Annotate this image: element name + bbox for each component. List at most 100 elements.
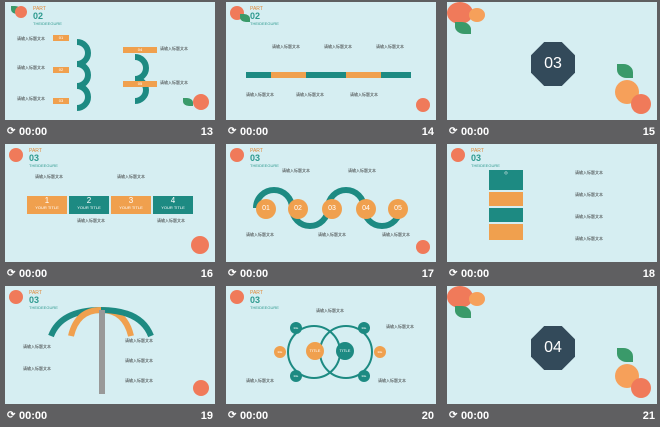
slide-footer: ⟳ 00:00 19 (5, 407, 215, 427)
slide-preview: PART 03 THEIDEEGURE 1 YOUR TITLE 2 YOUR TI… (5, 144, 215, 262)
title-text: 请输入标题文本 (575, 236, 603, 241)
slide-footer: ⟳ 00:00 18 (447, 265, 657, 285)
slide-preview: PART 02 THEIDEEGURE 请输入标题文本 请输入标题文本 请输入标… (226, 2, 436, 120)
slide-footer: ⟳ 00:00 16 (5, 265, 215, 285)
title-text: 请输入标题文本 (282, 168, 310, 173)
slide-number: 16 (200, 268, 213, 280)
clock-icon: ⟳ (228, 126, 237, 137)
section-badge: 03 (531, 42, 575, 86)
part-header: PART 03 THEIDEEGURE (29, 290, 58, 310)
clock-icon: ⟳ (449, 268, 458, 279)
title-text: 请输入标题文本 (350, 92, 378, 97)
title-text: 请输入标题文本 (316, 308, 344, 313)
slide-number: 21 (642, 410, 655, 422)
slide-footer: ⟳ 00:00 15 (447, 123, 657, 143)
label-01: 01 (53, 35, 69, 41)
title-text: 请输入标题文本 (296, 92, 324, 97)
slide-preview: 03 (447, 2, 657, 120)
title-text: 请输入标题文本 (272, 44, 300, 49)
title-text: 请输入标题文本 (160, 46, 188, 51)
part-header: PART 02 THEIDEEGURE (250, 6, 279, 26)
step-1: 1 YOUR TITLE (27, 196, 67, 214)
title-text: 请输入标题文本 (246, 378, 274, 383)
title-text: 请输入标题文本 (157, 218, 185, 223)
slide-time: 00:00 (240, 410, 269, 422)
clock-icon: ⟳ (7, 268, 16, 279)
title-text: 请输入标题文本 (376, 44, 404, 49)
label-03: 03 (53, 98, 69, 104)
part-header: PART 02 THEIDEEGURE (33, 6, 62, 26)
title-text: 请输入标题文本 (378, 378, 406, 383)
title-text: 请输入标题文本 (125, 358, 153, 363)
slide-footer: ⟳ 00:00 17 (226, 265, 436, 285)
center-node: TITLE (306, 342, 324, 360)
clock-icon: ⟳ (449, 410, 458, 421)
slide-preview: PART 03 THEIDEEGURE 01 02 03 04 05 请输入标题… (226, 144, 436, 262)
part-header: PART 03 THEIDEEGURE (250, 148, 279, 168)
slide-time: 00:00 (240, 268, 269, 280)
node: title (274, 346, 286, 358)
slide-number: 20 (421, 410, 434, 422)
title-text: 请输入标题文本 (23, 344, 51, 349)
title-text: 请输入标题文本 (77, 218, 105, 223)
part-header: PART 03 THEIDEEGURE (250, 290, 279, 310)
target-icon: ◎ (489, 170, 523, 190)
part-header: PART 03 THEIDEEGURE (471, 148, 500, 168)
slide-time: 00:00 (19, 126, 48, 138)
slide-time: 00:00 (19, 410, 48, 422)
title-text: 请输入标题文本 (324, 44, 352, 49)
title-text: 请输入标题文本 (382, 232, 410, 237)
slide-footer: ⟳ 00:00 13 (5, 123, 215, 143)
slide-time: 00:00 (461, 410, 490, 422)
center-node: TITLE (336, 342, 354, 360)
circle-01: 01 (256, 199, 276, 219)
clock-icon: ⟳ (228, 410, 237, 421)
title-text: 请输入标题文本 (386, 324, 414, 329)
step-2: 2 YOUR TITLE (69, 196, 109, 214)
circle-05: 05 (388, 199, 408, 219)
slide-number: 17 (421, 268, 434, 280)
step-4: 4 YOUR TITLE (153, 196, 193, 214)
slide-preview: PART 03 THEIDEEGURE 请输入标题文本 请输入标题文本 请输入标… (5, 286, 215, 404)
slide-preview: PART 02 THEIDEEGURE 01 02 03 04 05 请输入标题… (5, 2, 215, 120)
slide-time: 00:00 (461, 268, 490, 280)
slide-preview: PART 03 THEIDEEGURE ◎ 请输入标题文本 请输入标题文本 请输… (447, 144, 657, 262)
title-text: 请输入标题文本 (246, 232, 274, 237)
slide-time: 00:00 (461, 126, 490, 138)
step-3: 3 YOUR TITLE (111, 196, 151, 214)
slide-time: 00:00 (19, 268, 48, 280)
circle-02: 02 (288, 199, 308, 219)
label-04: 04 (123, 47, 157, 53)
slide-footer: ⟳ 00:00 21 (447, 407, 657, 427)
node: title (290, 370, 302, 382)
title-text: 请输入标题文本 (35, 174, 63, 179)
title-text: 请输入标题文本 (575, 192, 603, 197)
slide-number: 14 (421, 126, 434, 138)
title-text: 请输入标题文本 (117, 174, 145, 179)
slide-footer: ⟳ 00:00 20 (226, 407, 436, 427)
node: title (290, 322, 302, 334)
label-05: 05 (123, 81, 157, 87)
clock-icon: ⟳ (228, 268, 237, 279)
node: title (358, 322, 370, 334)
node: title (374, 346, 386, 358)
circle-04: 04 (356, 199, 376, 219)
circle-03: 03 (322, 199, 342, 219)
slide-preview: PART 03 THEIDEEGURE title title title ti… (226, 286, 436, 404)
title-text: 请输入标题文本 (348, 168, 376, 173)
slide-footer: ⟳ 00:00 14 (226, 123, 436, 143)
title-text: 请输入标题文本 (575, 170, 603, 175)
slide-preview: 04 (447, 286, 657, 404)
title-text: 请输入标题文本 (318, 232, 346, 237)
title-text: 请输入标题文本 (575, 214, 603, 219)
slide-number: 18 (642, 268, 655, 280)
section-badge: 04 (531, 326, 575, 370)
title-text: 请输入标题文本 (246, 92, 274, 97)
title-text: 请输入标题文本 (17, 96, 45, 101)
slide-time: 00:00 (240, 126, 269, 138)
title-text: 请输入标题文本 (17, 65, 45, 70)
title-text: 请输入标题文本 (17, 36, 45, 41)
title-text: 请输入标题文本 (125, 378, 153, 383)
slide-number: 13 (200, 126, 213, 138)
title-text: 请输入标题文本 (160, 80, 188, 85)
